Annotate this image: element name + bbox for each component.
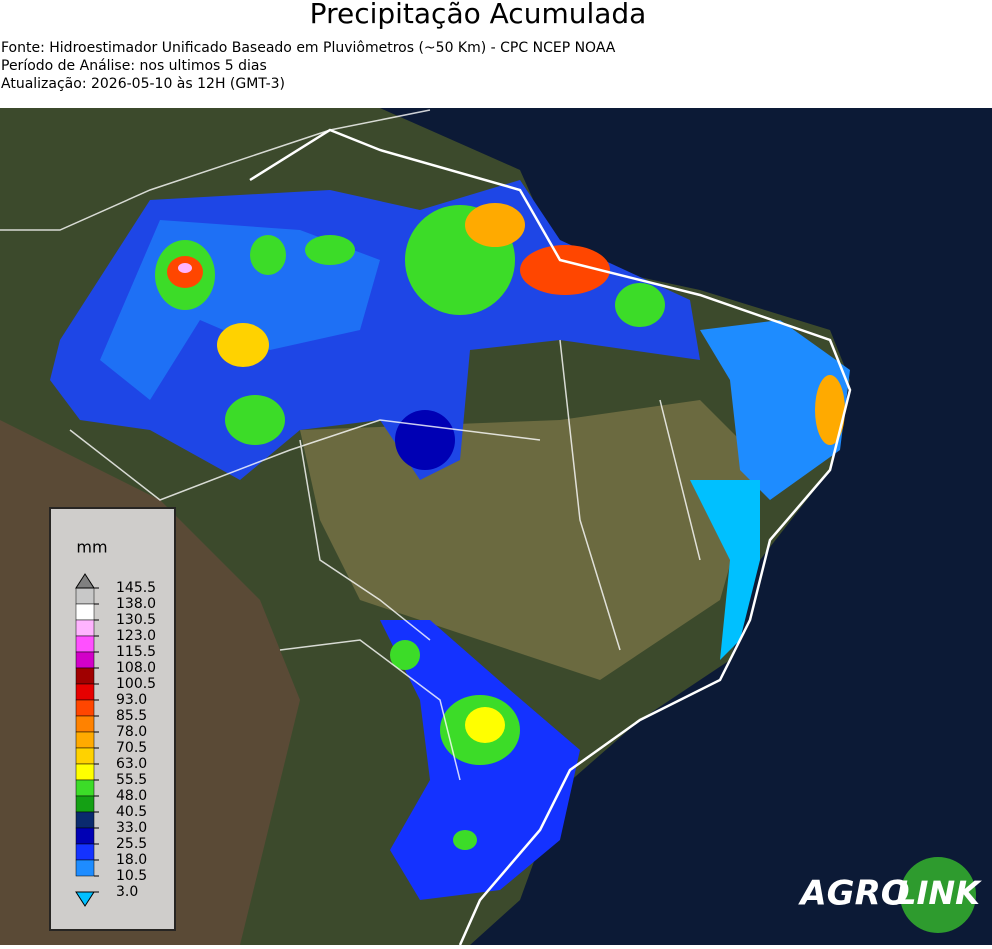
colorbar-tick-label: 70.5 [116, 740, 147, 756]
colorbar-unit: mm [76, 538, 107, 557]
colorbar-swatch [75, 731, 95, 749]
colorbar-tick-label: 40.5 [116, 804, 147, 820]
colorbar-swatch [75, 827, 95, 845]
colorbar-tick-label: 145.5 [116, 580, 156, 596]
colorbar-swatch [75, 667, 95, 685]
period-line: Período de Análise: nos ultimos 5 dias [1, 58, 267, 74]
colorbar-under [75, 891, 95, 907]
colorbar-tick-label: 55.5 [116, 772, 147, 788]
colorbar-swatch [75, 843, 95, 861]
colorbar-swatch [75, 811, 95, 829]
colorbar-tick-label: 130.5 [116, 612, 156, 628]
colorbar-swatch [75, 683, 95, 701]
update-line: Atualização: 2026-05-10 às 12H (GMT-3) [1, 76, 285, 92]
colorbar-tick-label: 123.0 [116, 628, 156, 644]
logo-right: LINK [896, 874, 982, 912]
colorbar-tick-label: 100.5 [116, 676, 156, 692]
colorbar-tick-label: 78.0 [116, 724, 147, 740]
colorbar-swatch [75, 635, 95, 653]
colorbar-swatch [75, 795, 95, 813]
colorbar-over [75, 573, 95, 589]
logo: AGRO LINK [797, 857, 982, 933]
colorbar-swatch [75, 603, 95, 621]
colorbar-tick-label: 85.5 [116, 708, 147, 724]
colorbar-tick-label: 3.0 [116, 884, 138, 900]
colorbar-tick-label: 138.0 [116, 596, 156, 612]
colorbar-swatch [75, 859, 95, 877]
colorbar-swatch [75, 619, 95, 637]
logo-left: AGRO [797, 874, 909, 914]
colorbar-tick-label: 18.0 [116, 852, 147, 868]
title: Precipitação Acumulada [310, 0, 647, 30]
colorbar-tick-label: 10.5 [116, 868, 147, 884]
colorbar-swatch [75, 779, 95, 797]
colorbar-swatch [75, 587, 95, 605]
colorbar-swatch [75, 715, 95, 733]
colorbar-panel: mm 145.5138.0130.5123.0115.5108.0100.593… [49, 507, 176, 931]
colorbar-swatch [75, 763, 95, 781]
colorbar-tick-label: 115.5 [116, 644, 156, 660]
colorbar-tick-label: 33.0 [116, 820, 147, 836]
colorbar-swatch [75, 651, 95, 669]
colorbar-tick-label: 63.0 [116, 756, 147, 772]
colorbar-swatch [75, 699, 95, 717]
source-line: Fonte: Hidroestimador Unificado Baseado … [1, 40, 616, 56]
colorbar-tick-label: 108.0 [116, 660, 156, 676]
colorbar-tick-label: 93.0 [116, 692, 147, 708]
colorbar-tick-label: 25.5 [116, 836, 147, 852]
colorbar-tick-label: 48.0 [116, 788, 147, 804]
colorbar-swatch [75, 747, 95, 765]
